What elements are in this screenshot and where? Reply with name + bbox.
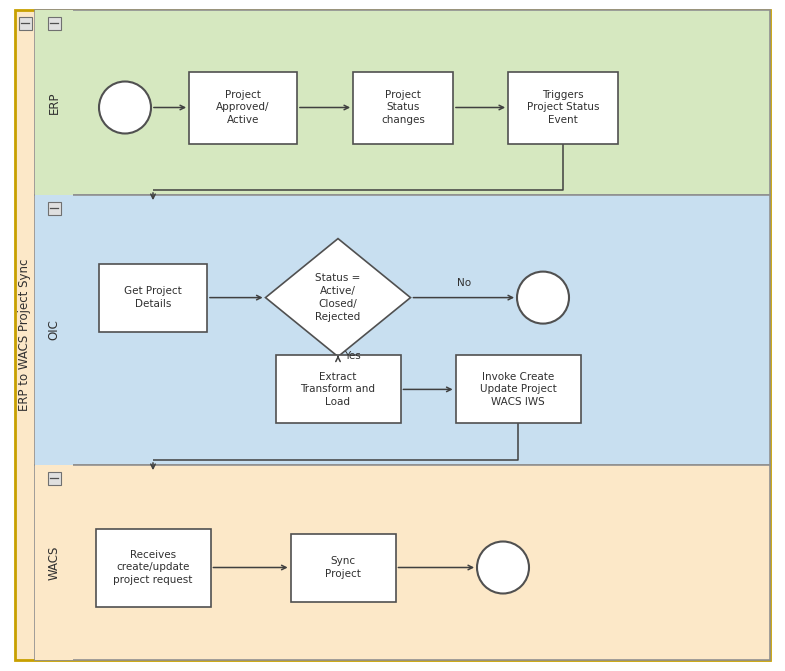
Bar (353, 72, 453, 144)
Bar (19, 17, 31, 30)
Text: Get Project
Details: Get Project Details (124, 287, 182, 309)
Bar (35, 195, 73, 465)
Bar (508, 72, 618, 144)
Bar (48, 472, 60, 484)
Bar (35, 465, 770, 660)
Text: Triggers
Project Status
Event: Triggers Project Status Event (527, 90, 599, 125)
Bar (48, 17, 60, 30)
Text: WACS: WACS (48, 546, 60, 580)
Polygon shape (265, 239, 411, 356)
Text: Receives
create/update
project request: Receives create/update project request (113, 550, 192, 585)
Text: Status =
Active/
Closed/
Rejected: Status = Active/ Closed/ Rejected (316, 273, 360, 322)
Text: ERP to WACS Project Sync: ERP to WACS Project Sync (19, 259, 31, 411)
Bar (35, 10, 73, 195)
Text: ERP: ERP (48, 91, 60, 114)
Text: No: No (457, 278, 471, 288)
Circle shape (517, 272, 569, 323)
Circle shape (477, 541, 529, 594)
Bar (276, 356, 400, 423)
Text: OIC: OIC (48, 319, 60, 340)
Bar (96, 529, 210, 607)
Bar (290, 533, 396, 601)
Bar (35, 10, 770, 195)
Bar (35, 195, 770, 465)
Text: Invoke Create
Update Project
WACS IWS: Invoke Create Update Project WACS IWS (480, 372, 557, 407)
Text: Extract
Transform and
Load: Extract Transform and Load (301, 372, 375, 407)
Bar (48, 201, 60, 215)
Circle shape (99, 81, 151, 134)
Bar (189, 72, 297, 144)
Text: Project
Approved/
Active: Project Approved/ Active (216, 90, 270, 125)
Text: Project
Status
changes: Project Status changes (381, 90, 425, 125)
Text: Yes: Yes (344, 351, 361, 361)
Bar (35, 465, 73, 660)
Bar (99, 264, 207, 331)
Bar (455, 356, 580, 423)
Text: Sync
Project: Sync Project (325, 556, 361, 579)
